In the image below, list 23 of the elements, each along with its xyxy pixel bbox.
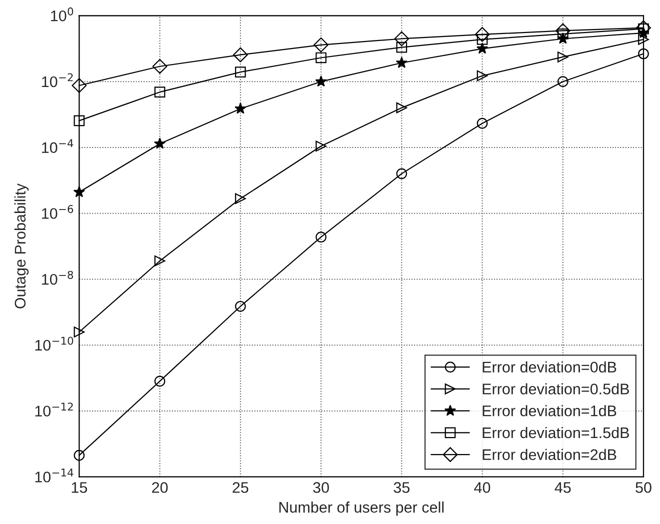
y-axis-title: Outage Probability — [14, 183, 29, 308]
x-axis-title: Number of users per cell — [279, 502, 444, 516]
x-tick-label: 30 — [313, 482, 329, 493]
y-tick-label: 10$^{−14}$ — [35, 468, 74, 482]
legend-label: Error deviation=0.5dB — [482, 383, 629, 394]
x-tick-label: 20 — [152, 482, 168, 493]
x-tick-label: 50 — [636, 482, 652, 493]
x-tick-label: 35 — [394, 482, 410, 493]
x-tick-label: 15 — [72, 482, 88, 493]
y-tick-label: 10$^{−10}$ — [35, 336, 74, 351]
x-tick-label: 45 — [554, 482, 571, 493]
legend-label: Error deviation=1dB — [482, 405, 616, 416]
x-tick-label: 25 — [232, 482, 248, 493]
legend-label: Error deviation=0dB — [482, 361, 616, 373]
y-tick-label: 10$^{−2}$ — [42, 73, 73, 88]
y-tick-label: 10$^{−4}$ — [42, 139, 74, 154]
legend-label: Error deviation=1.5dB — [482, 426, 629, 438]
y-tick-label: 10$^{−6}$ — [42, 204, 74, 219]
y-tick-label: 10$^{0}$ — [51, 7, 74, 22]
x-tick-label: 40 — [474, 482, 490, 493]
legend-label: Error deviation=2dB — [482, 448, 616, 460]
y-tick-label: 10$^{−12}$ — [35, 402, 73, 417]
y-tick-label: 10$^{−8}$ — [42, 270, 74, 285]
